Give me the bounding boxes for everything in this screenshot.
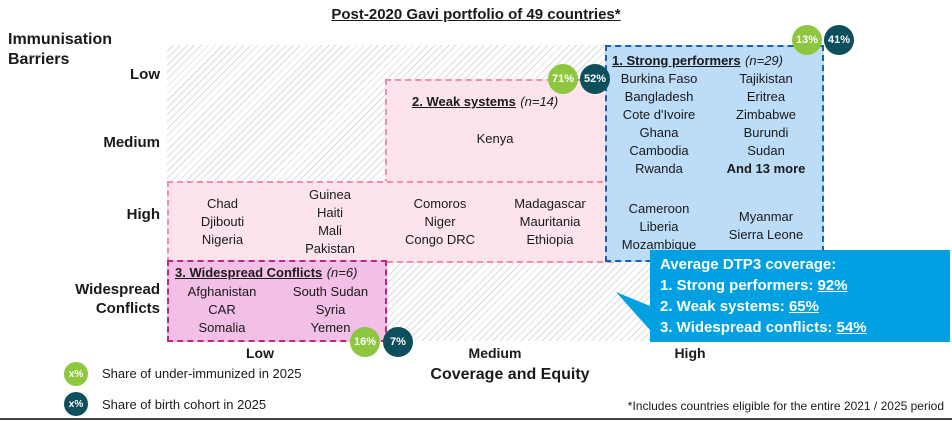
- strong-birth-cohort-bubble: 41%: [824, 25, 854, 55]
- strong-performers-count: (n=29): [745, 53, 783, 68]
- country: Bangladesh: [624, 89, 694, 104]
- country: Cameroon: [628, 201, 690, 216]
- country: Guinea: [309, 187, 351, 202]
- weak-systems-region-lower: [167, 181, 613, 263]
- country: Congo DRC: [404, 232, 476, 247]
- chart-title: Post-2020 Gavi portfolio of 49 countries…: [331, 6, 621, 23]
- y-tick-widespread: Widespread: [75, 281, 160, 298]
- x-tick-high: High: [674, 345, 706, 361]
- x-tick-medium: Medium: [468, 345, 522, 361]
- strong-underimmunized-bubble: 13%: [792, 25, 822, 55]
- legend-teal-bubble: x%: [64, 392, 88, 416]
- footnote: *Includes countries eligible for the ent…: [627, 399, 944, 413]
- conflict-header: 3. Widespread Conflicts (n=6): [175, 264, 385, 282]
- country: Burkina Faso: [620, 71, 698, 86]
- country: Ethiopia: [526, 232, 574, 247]
- country: Chad: [206, 196, 239, 211]
- widespread-conflicts-region: [167, 260, 387, 342]
- callout-value: 65%: [788, 298, 819, 315]
- country: Eritrea: [746, 89, 786, 104]
- x-axis-title: Coverage and Equity: [430, 366, 590, 383]
- country: Rwanda: [635, 161, 683, 176]
- country: Somalia: [198, 320, 246, 335]
- y-tick-medium: Medium: [103, 134, 160, 151]
- weak-underimmunized-bubble: 71%: [548, 64, 578, 94]
- dtp3-coverage-callout: Average DTP3 coverage: 1. Strong perform…: [660, 254, 950, 338]
- country: Pakistan: [305, 241, 355, 256]
- country: Myanmar: [738, 209, 794, 224]
- country: Madagascar: [514, 196, 586, 211]
- country: Mali: [318, 223, 342, 238]
- strong-list-col3: Cameroon Liberia Mozambique: [609, 200, 709, 254]
- conflict-list-col2: South Sudan Syria Yemen: [278, 283, 383, 337]
- callout-heading: Average DTP3 coverage:: [660, 256, 837, 273]
- strong-list-col2: Tajikistan Eritrea Zimbabwe Burundi Suda…: [712, 70, 820, 178]
- x-tick-low: Low: [246, 345, 274, 361]
- strong-performers-title: 1. Strong performers: [612, 53, 741, 68]
- weak-systems-title: 2. Weak systems: [412, 94, 516, 109]
- weak-list-c: Comoros Niger Congo DRC: [390, 195, 490, 249]
- country: Niger: [424, 214, 456, 229]
- y-axis-title-line2: Barriers: [8, 51, 70, 68]
- weak-list-d: Madagascar Mauritania Ethiopia: [498, 195, 602, 249]
- country: Cote d'Ivoire: [622, 107, 696, 122]
- weak-list-a: Chad Djibouti Nigeria: [175, 195, 270, 249]
- y-axis-title: Immunisation Barriers: [8, 30, 112, 70]
- country: Tajikistan: [739, 71, 793, 86]
- strong-list-col4: Myanmar Sierra Leone: [712, 208, 820, 244]
- callout-row-weak: 2. Weak systems: 65%: [660, 296, 950, 317]
- country: CAR: [208, 302, 236, 317]
- weak-systems-divider: [385, 256, 611, 258]
- country: Haiti: [316, 205, 343, 220]
- weak-medium-country: Kenya: [476, 131, 514, 146]
- conflict-count: (n=6): [326, 265, 358, 280]
- country: Mozambique: [621, 237, 697, 252]
- legend-green-text: Share of under-immunized in 2025: [102, 366, 302, 381]
- country: Syria: [315, 302, 346, 317]
- country: Cambodia: [629, 143, 689, 158]
- y-tick-high: High: [126, 206, 160, 223]
- country: Ghana: [639, 125, 679, 140]
- weak-birth-cohort-bubble: 52%: [580, 64, 610, 94]
- callout-value: 54%: [836, 319, 867, 336]
- country: Sudan: [747, 143, 785, 158]
- country: Sierra Leone: [728, 227, 804, 242]
- country: Nigeria: [201, 232, 244, 247]
- callout-row-strong: 1. Strong performers: 92%: [660, 275, 950, 296]
- bottom-rule: [0, 418, 952, 420]
- conflict-list-col1: Afghanistan CAR Somalia: [172, 283, 272, 337]
- legend-teal-text: Share of birth cohort in 2025: [102, 397, 267, 412]
- strong-performers-header: 1. Strong performers (n=29): [612, 52, 822, 70]
- country-more: And 13 more: [726, 161, 806, 176]
- y-tick-low: Low: [130, 66, 160, 83]
- callout-row-conflict: 3. Widespread conflicts: 54%: [660, 317, 950, 338]
- country: Djibouti: [200, 214, 245, 229]
- country: Comoros: [413, 196, 467, 211]
- weak-list-b: Guinea Haiti Mali Pakistan: [280, 186, 380, 258]
- conflict-underimmunized-bubble: 16%: [350, 327, 380, 357]
- country: Mauritania: [519, 214, 581, 229]
- weak-systems-region-upper: [385, 79, 613, 185]
- conflict-title: 3. Widespread Conflicts: [175, 265, 323, 280]
- conflict-birth-cohort-bubble: 7%: [383, 327, 413, 357]
- country: Burundi: [743, 125, 789, 140]
- strong-performers-region: [605, 45, 824, 262]
- callout-label: 1. Strong performers:: [660, 277, 818, 294]
- y-axis-title-line1: Immunisation: [8, 31, 113, 48]
- callout-label: 2. Weak systems:: [660, 298, 789, 315]
- strong-list-col1: Burkina Faso Bangladesh Cote d'Ivoire Gh…: [609, 70, 709, 178]
- y-tick-conflicts: Conflicts: [95, 300, 160, 317]
- legend-green-bubble: x%: [64, 362, 88, 386]
- callout-value: 92%: [817, 277, 848, 294]
- country: Yemen: [310, 320, 351, 335]
- callout-label: 3. Widespread conflicts:: [660, 319, 837, 336]
- weak-systems-header: 2. Weak systems (n=14): [412, 93, 612, 111]
- callout-shape: [616, 250, 950, 342]
- country: Zimbabwe: [736, 107, 796, 122]
- country: Liberia: [639, 219, 679, 234]
- y-tick-widespread-conflicts: Widespread Conflicts: [40, 280, 160, 318]
- country: South Sudan: [292, 284, 369, 299]
- weak-systems-count: (n=14): [520, 94, 559, 109]
- country: Afghanistan: [187, 284, 257, 299]
